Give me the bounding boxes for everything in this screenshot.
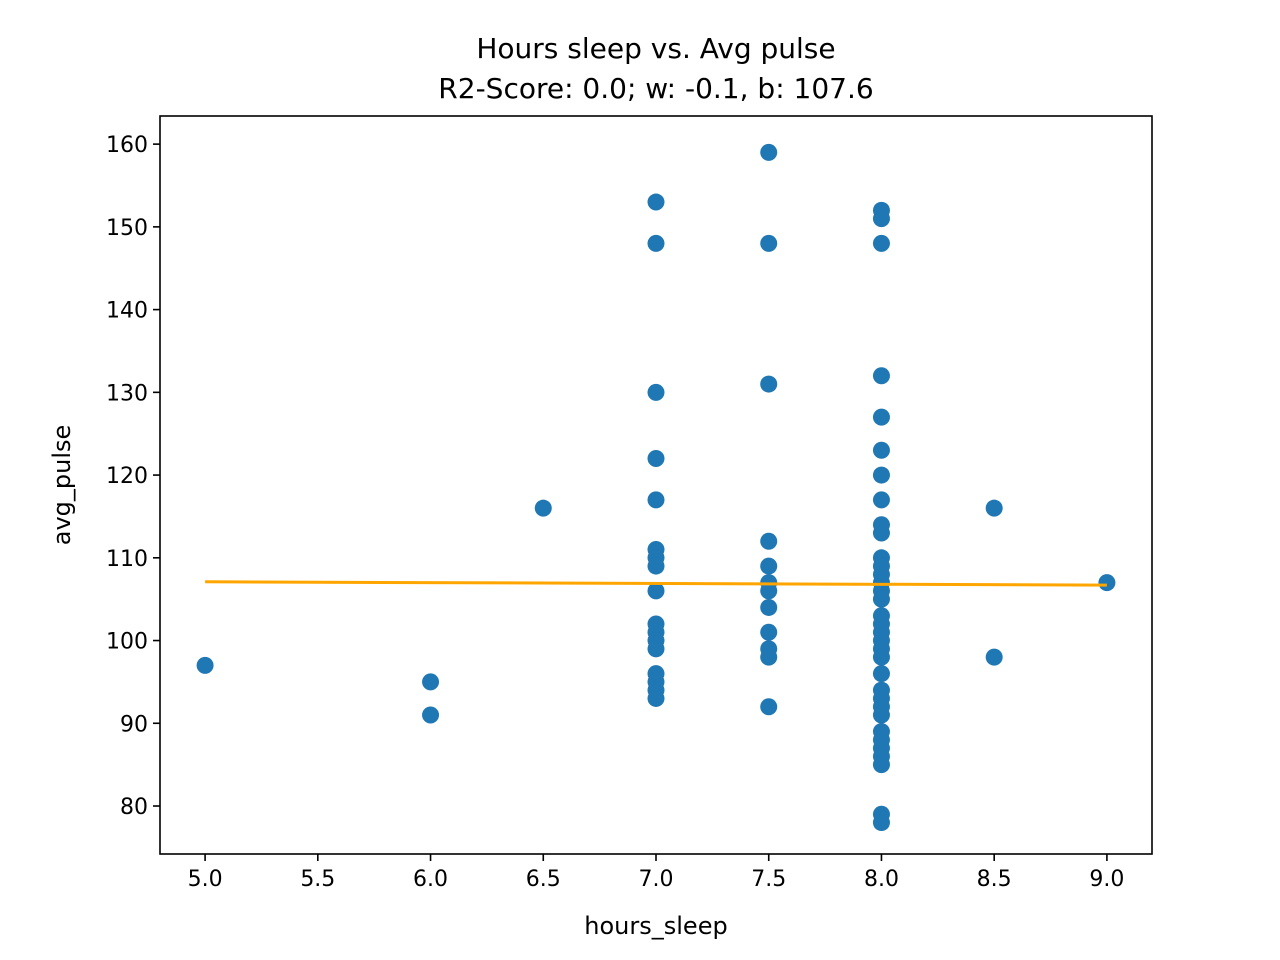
data-point: [872, 706, 890, 724]
data-point: [872, 441, 890, 459]
data-point: [647, 491, 665, 509]
x-tick-label: 7.0: [639, 867, 674, 892]
data-point: [760, 143, 778, 161]
data-point: [647, 234, 665, 252]
data-point: [872, 491, 890, 509]
plot-area: [196, 143, 1116, 832]
data-point: [1098, 574, 1116, 592]
x-tick-label: 6.5: [526, 867, 561, 892]
y-tick-label: 90: [120, 712, 148, 737]
regression-line: [205, 580, 1107, 587]
data-point: [760, 234, 778, 252]
x-tick-label: 7.5: [751, 867, 786, 892]
data-point: [760, 582, 778, 600]
y-tick-label: 100: [106, 630, 148, 655]
y-tick-label: 130: [106, 381, 148, 406]
y-tick-label: 110: [106, 547, 148, 572]
data-point: [647, 689, 665, 707]
x-tick-label: 8.5: [977, 867, 1012, 892]
x-tick-label: 5.0: [188, 867, 223, 892]
x-tick-label: 5.5: [300, 867, 335, 892]
data-point: [760, 557, 778, 575]
data-point: [760, 532, 778, 550]
data-point: [647, 640, 665, 658]
y-tick-label: 80: [120, 795, 148, 820]
data-point: [647, 193, 665, 211]
x-axis-ticks: 5.0 5.5 6.0 6.5 7.0 7.5 8.0 8.5 9.0: [188, 854, 1124, 892]
data-point: [534, 499, 552, 517]
data-point: [647, 383, 665, 401]
y-axis-label: avg_pulse: [48, 425, 76, 546]
y-tick-label: 150: [106, 216, 148, 241]
data-point: [872, 466, 890, 484]
data-point: [872, 590, 890, 608]
data-point: [647, 582, 665, 600]
data-point: [985, 648, 1003, 666]
x-tick-label: 9.0: [1089, 867, 1124, 892]
x-tick-label: 6.0: [413, 867, 448, 892]
x-axis-label: hours_sleep: [584, 912, 727, 940]
chart-subtitle: R2-Score: 0.0; w: -0.1, b: 107.6: [438, 72, 873, 105]
data-point: [872, 234, 890, 252]
data-point: [872, 756, 890, 774]
data-point: [422, 673, 440, 691]
data-point: [647, 557, 665, 575]
chart-title: Hours sleep vs. Avg pulse: [476, 32, 835, 65]
data-point: [422, 706, 440, 724]
data-point: [760, 375, 778, 393]
data-point: [872, 524, 890, 542]
data-point: [196, 656, 214, 674]
data-point: [760, 623, 778, 641]
y-tick-label: 160: [106, 133, 148, 158]
data-point: [647, 450, 665, 468]
plot-frame: [159, 115, 1153, 855]
y-axis-ticks: 80 90 100 110 120 130 140 150 160: [106, 133, 160, 820]
data-point: [760, 648, 778, 666]
data-point: [872, 210, 890, 228]
data-point: [872, 408, 890, 426]
data-point: [872, 665, 890, 683]
data-point: [760, 598, 778, 616]
data-point: [985, 499, 1003, 517]
data-point: [872, 648, 890, 666]
x-tick-label: 8.0: [864, 867, 899, 892]
data-point: [760, 698, 778, 716]
y-tick-label: 120: [106, 464, 148, 489]
data-point: [872, 367, 890, 385]
data-point: [872, 814, 890, 832]
y-tick-label: 140: [106, 299, 148, 324]
